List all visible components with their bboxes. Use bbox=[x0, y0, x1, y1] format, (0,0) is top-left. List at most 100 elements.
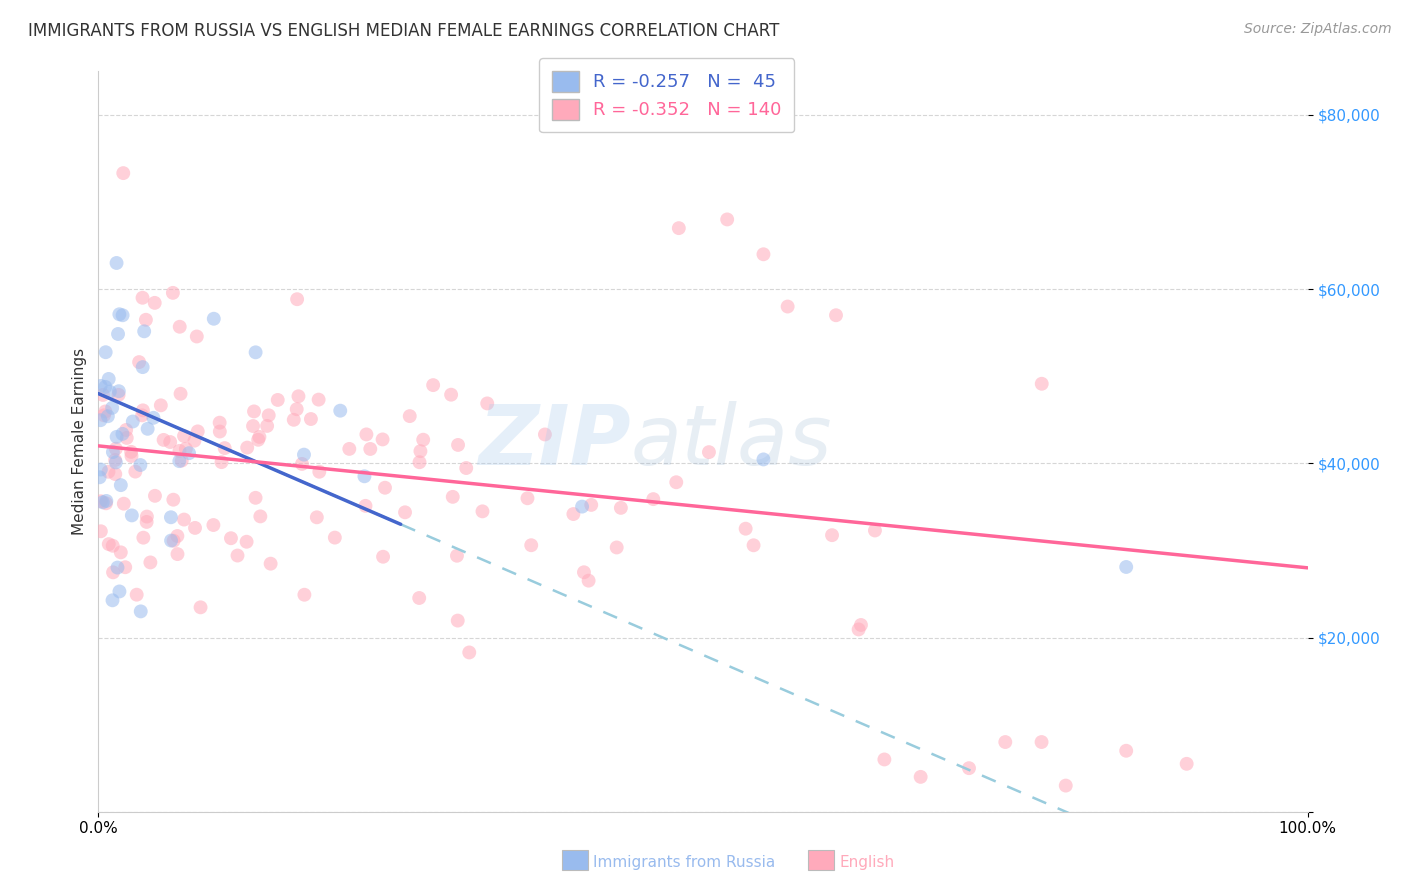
Point bbox=[665, 475, 688, 490]
Point bbox=[235, 534, 257, 549]
Point bbox=[214, 441, 236, 455]
Text: IMMIGRANTS FROM RUSSIA VS ENGLISH MEDIAN FEMALE EARNINGS CORRELATION CHART: IMMIGRANTS FROM RUSSIA VS ENGLISH MEDIAN… bbox=[28, 22, 779, 40]
Point bbox=[219, 531, 242, 545]
Point bbox=[477, 396, 499, 410]
Point bbox=[1031, 376, 1053, 391]
Point bbox=[371, 433, 394, 447]
Point bbox=[93, 409, 115, 423]
Point bbox=[96, 494, 118, 508]
Point bbox=[108, 384, 131, 399]
Point bbox=[183, 434, 205, 448]
Point bbox=[910, 770, 932, 784]
Point bbox=[125, 588, 148, 602]
Point bbox=[668, 221, 690, 235]
Point bbox=[97, 409, 120, 424]
Point bbox=[173, 512, 195, 526]
Point bbox=[94, 496, 117, 510]
Point bbox=[412, 433, 434, 447]
Point bbox=[821, 528, 844, 542]
Point bbox=[267, 392, 290, 407]
Point bbox=[94, 404, 117, 418]
Legend: R = -0.257   N =  45, R = -0.352   N = 140: R = -0.257 N = 45, R = -0.352 N = 140 bbox=[538, 58, 794, 132]
Point bbox=[173, 429, 195, 443]
Point bbox=[752, 452, 775, 467]
Point bbox=[292, 588, 315, 602]
Point bbox=[471, 504, 494, 518]
Point bbox=[299, 412, 322, 426]
Point bbox=[110, 545, 132, 559]
Point bbox=[440, 387, 463, 401]
Point bbox=[291, 457, 314, 471]
Point bbox=[110, 478, 132, 492]
Point bbox=[742, 538, 765, 552]
Point bbox=[111, 426, 134, 441]
Point bbox=[107, 326, 129, 341]
Point bbox=[441, 490, 464, 504]
Point bbox=[101, 539, 124, 553]
Point bbox=[120, 445, 142, 459]
Point bbox=[1031, 735, 1053, 749]
Point bbox=[107, 388, 129, 402]
Point bbox=[101, 445, 124, 459]
Point bbox=[149, 398, 172, 412]
Point bbox=[129, 458, 152, 472]
Point bbox=[283, 413, 305, 427]
Point bbox=[308, 465, 330, 479]
Point bbox=[374, 481, 396, 495]
Point bbox=[247, 433, 270, 447]
Point bbox=[121, 415, 143, 429]
Point bbox=[105, 256, 128, 270]
Point bbox=[957, 761, 980, 775]
Point bbox=[534, 427, 557, 442]
Point bbox=[139, 556, 162, 570]
Point bbox=[578, 574, 600, 588]
Point bbox=[107, 560, 129, 574]
Point bbox=[162, 285, 184, 300]
Point bbox=[186, 329, 208, 343]
Point bbox=[643, 492, 665, 507]
Point bbox=[863, 524, 886, 538]
Point bbox=[131, 291, 153, 305]
Point bbox=[104, 453, 127, 467]
Point bbox=[202, 518, 225, 533]
Point bbox=[121, 508, 143, 523]
Point bbox=[143, 489, 166, 503]
Point bbox=[190, 600, 212, 615]
Point bbox=[128, 355, 150, 369]
Point bbox=[94, 345, 117, 359]
Point bbox=[89, 470, 111, 484]
Point bbox=[359, 442, 381, 456]
Point bbox=[135, 509, 157, 524]
Point bbox=[114, 560, 136, 574]
Point bbox=[108, 307, 131, 321]
Point bbox=[249, 430, 271, 444]
Point bbox=[243, 404, 266, 418]
Point bbox=[398, 409, 420, 424]
Point bbox=[101, 593, 124, 607]
Text: ZIP: ZIP bbox=[478, 401, 630, 482]
Point bbox=[160, 533, 183, 548]
Point bbox=[115, 423, 138, 437]
Point bbox=[208, 416, 231, 430]
Point bbox=[752, 247, 775, 261]
Point bbox=[90, 524, 112, 539]
Point bbox=[1175, 756, 1198, 771]
Point bbox=[516, 491, 538, 506]
Point bbox=[90, 379, 112, 393]
Point bbox=[104, 455, 127, 469]
Point bbox=[873, 752, 896, 766]
Point bbox=[308, 392, 330, 407]
Point bbox=[97, 372, 120, 386]
Point bbox=[166, 529, 188, 543]
Point bbox=[104, 467, 127, 482]
Point bbox=[446, 549, 468, 563]
Point bbox=[422, 378, 444, 392]
Point bbox=[849, 618, 872, 632]
Point bbox=[162, 492, 184, 507]
Point bbox=[256, 418, 278, 433]
Point bbox=[98, 384, 121, 399]
Point bbox=[169, 454, 191, 468]
Point bbox=[91, 495, 114, 509]
Point bbox=[143, 296, 166, 310]
Point bbox=[285, 292, 308, 306]
